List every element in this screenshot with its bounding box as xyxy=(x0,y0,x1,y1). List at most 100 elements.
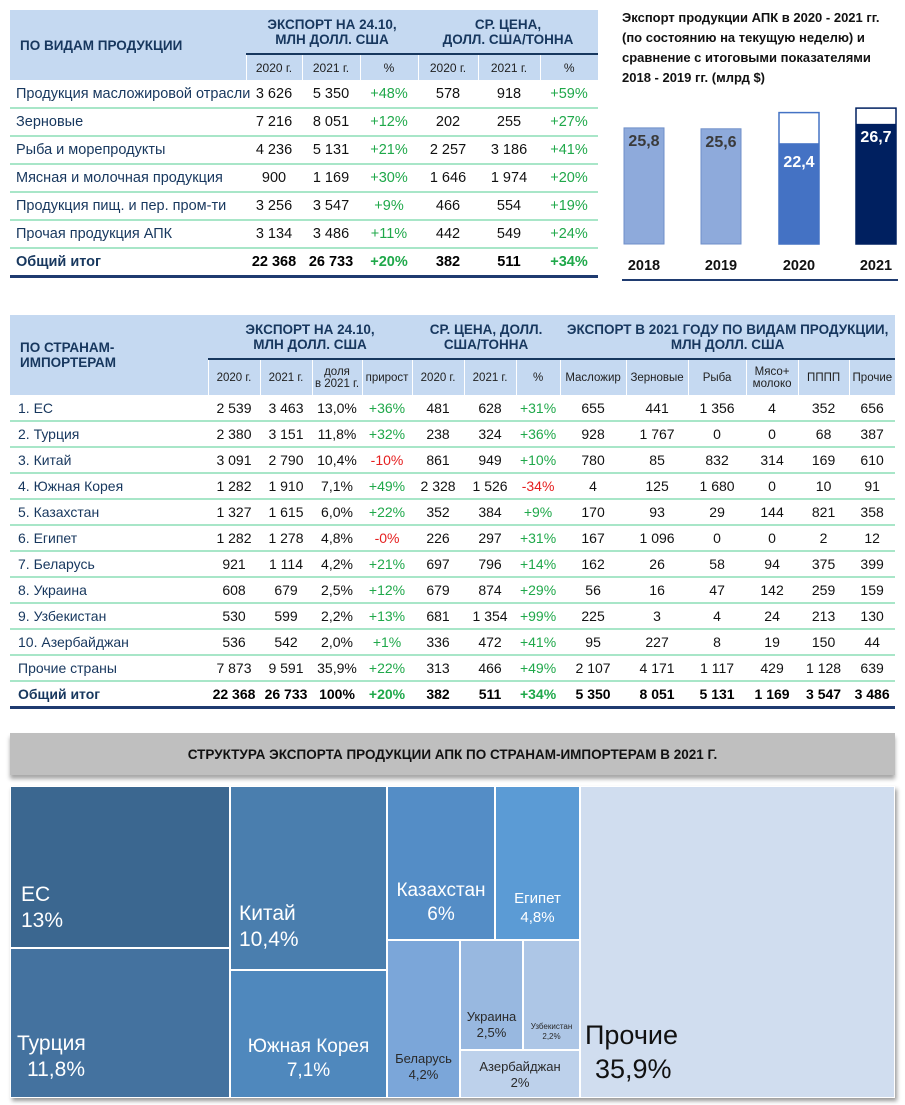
cell-name: Прочие страны xyxy=(10,655,208,682)
cell-p2020: 681 xyxy=(412,603,465,630)
table-row: 9. Узбекистан 530 599 2,2% +13% 681 1 354 +99% 2… xyxy=(10,603,896,630)
cell-meat: 4 xyxy=(746,395,799,422)
col-header: 2021 г. xyxy=(259,359,312,395)
cell-pp: +19% xyxy=(540,192,599,221)
bar-value-label: 25,8 xyxy=(628,133,659,150)
cell-growth: -0% xyxy=(362,525,413,552)
cell-meat: 314 xyxy=(746,447,799,474)
cell-share: 2,5% xyxy=(312,577,362,604)
cell-share: 6,0% xyxy=(312,499,362,526)
cell-e2021: 1 910 xyxy=(260,473,312,500)
treemap-tile: ЕС 13% xyxy=(10,786,230,948)
cell-ep: +9% xyxy=(360,192,418,221)
cell-e2020: 3 626 xyxy=(246,80,302,109)
table-row: 3. Китай 3 091 2 790 10,4% -10% 861 949 +10% 780… xyxy=(10,447,896,474)
cell-fish: 58 xyxy=(688,551,747,578)
group-header-types: ЭКСПОРТ В 2021 ГОДУ ПО ВИДАМ ПРОДУКЦИИ, М… xyxy=(560,315,896,360)
cell-e2021: 9 591 xyxy=(260,655,312,682)
cell-e2020: 2 380 xyxy=(208,421,260,448)
col-header: Зерновые xyxy=(625,359,689,395)
cell-e2020: 7 216 xyxy=(246,108,302,137)
cell-pp: +36% xyxy=(516,421,561,448)
cell-pp: +9% xyxy=(516,499,561,526)
cell-p2020: 336 xyxy=(412,629,465,656)
col-header: 2021 г. xyxy=(463,359,517,395)
treemap-tile-name: Беларусь xyxy=(395,1051,452,1066)
cell-pppp: 169 xyxy=(798,447,850,474)
cell-p2020: 1 646 xyxy=(418,164,478,193)
cell-meat: 142 xyxy=(746,577,799,604)
cell-oil: 170 xyxy=(560,499,627,526)
cell-fish: 1 117 xyxy=(688,655,747,682)
cell-p2021: 472 xyxy=(464,629,517,656)
cell-pp: +10% xyxy=(516,447,561,474)
cell-p2021: 1 974 xyxy=(478,164,540,193)
treemap-tile: Узбекистан 2,2% xyxy=(523,940,580,1050)
row-header: ПО ВИДАМ ПРОДУКЦИИ xyxy=(10,10,246,80)
cell-other: 12 xyxy=(849,525,896,552)
cell-e2021: 3 547 xyxy=(302,192,360,221)
treemap-tile-name: ЕС xyxy=(21,883,51,906)
table-row: 4. Южная Корея 1 282 1 910 7,1% +49% 2 328 1 5… xyxy=(10,473,896,500)
cell-name: Мясная и молочная продукция xyxy=(10,164,246,193)
treemap-tile: Казахстан 6% xyxy=(387,786,495,940)
treemap-title: СТРУКТУРА ЭКСПОРТА ПРОДУКЦИИ АПК ПО СТРА… xyxy=(10,733,895,775)
cell-growth: +22% xyxy=(362,499,413,526)
bar-chart-title: Экспорт продукции АПК в 2020 - 2021 гг. … xyxy=(622,10,880,85)
cell-e2020: 921 xyxy=(208,551,260,578)
cell-pp: +99% xyxy=(516,603,561,630)
group-header-price: СР. ЦЕНА, ДОЛЛ. США/ТОННА xyxy=(412,315,561,360)
cell-e2021: 2 790 xyxy=(260,447,312,474)
cell-grain: 16 xyxy=(626,577,689,604)
treemap-tile-share: 13% xyxy=(21,909,64,933)
cell-share: 7,1% xyxy=(312,473,362,500)
cell-other: 358 xyxy=(849,499,896,526)
cell-e2021: 679 xyxy=(260,577,312,604)
table-row: 5. Казахстан 1 327 1 615 6,0% +22% 352 384 +9% 1… xyxy=(10,499,896,526)
cell-oil: 95 xyxy=(560,629,627,656)
cell-p2020: 226 xyxy=(412,525,465,552)
row-header: ПО СТРАНАМ-ИМПОРТЕРАМ xyxy=(10,315,208,395)
cell-p2020: 382 xyxy=(412,681,465,709)
cell-pp: +20% xyxy=(540,164,599,193)
cell-p2021: 511 xyxy=(478,248,540,278)
cell-e2020: 1 327 xyxy=(208,499,260,526)
cell-p2021: 466 xyxy=(464,655,517,682)
cell-ep: +11% xyxy=(360,220,418,249)
cell-share: 10,4% xyxy=(312,447,362,474)
cell-fish: 8 xyxy=(688,629,747,656)
cell-fish: 29 xyxy=(688,499,747,526)
treemap-tile-name: Казахстан xyxy=(396,880,486,901)
treemap-tile-share: 7,1% xyxy=(286,1059,331,1081)
treemap-tile-share: 4,8% xyxy=(520,908,555,926)
cell-other: 44 xyxy=(849,629,896,656)
cell-name: 3. Китай xyxy=(10,447,208,474)
cell-grain: 3 xyxy=(626,603,689,630)
col-header: ПППП xyxy=(797,359,850,395)
cell-other: 656 xyxy=(849,395,896,422)
cell-e2020: 7 873 xyxy=(208,655,260,682)
cell-grain: 227 xyxy=(626,629,689,656)
cell-ep: +12% xyxy=(360,108,418,137)
cell-other: 639 xyxy=(849,655,896,682)
table-row: 10. Азербайджан 536 542 2,0% +1% 336 472 +41% 95… xyxy=(10,629,896,656)
treemap-tile-share: 2,5% xyxy=(476,1025,507,1041)
table-row: Рыба и морепродукты 4 236 5 131 +21% 2 257 3 … xyxy=(10,136,599,165)
cell-pppp: 2 xyxy=(798,525,850,552)
cell-e2021: 8 051 xyxy=(302,108,360,137)
cell-other: 610 xyxy=(849,447,896,474)
col-header: 2021 г. xyxy=(477,54,540,80)
cell-p2020: 442 xyxy=(418,220,478,249)
cell-ep: +30% xyxy=(360,164,418,193)
cell-e2021: 1 278 xyxy=(260,525,312,552)
cell-p2021: 384 xyxy=(464,499,517,526)
treemap-tile-name: Украина xyxy=(466,1009,517,1024)
cell-meat: 24 xyxy=(746,603,799,630)
col-header: доля в 2021 г. xyxy=(311,359,362,395)
cell-name: Рыба и морепродукты xyxy=(10,136,246,165)
cell-pppp: 375 xyxy=(798,551,850,578)
cell-name: 4. Южная Корея xyxy=(10,473,208,500)
cell-pp: +24% xyxy=(540,220,599,249)
cell-e2020: 530 xyxy=(208,603,260,630)
cell-p2020: 679 xyxy=(412,577,465,604)
